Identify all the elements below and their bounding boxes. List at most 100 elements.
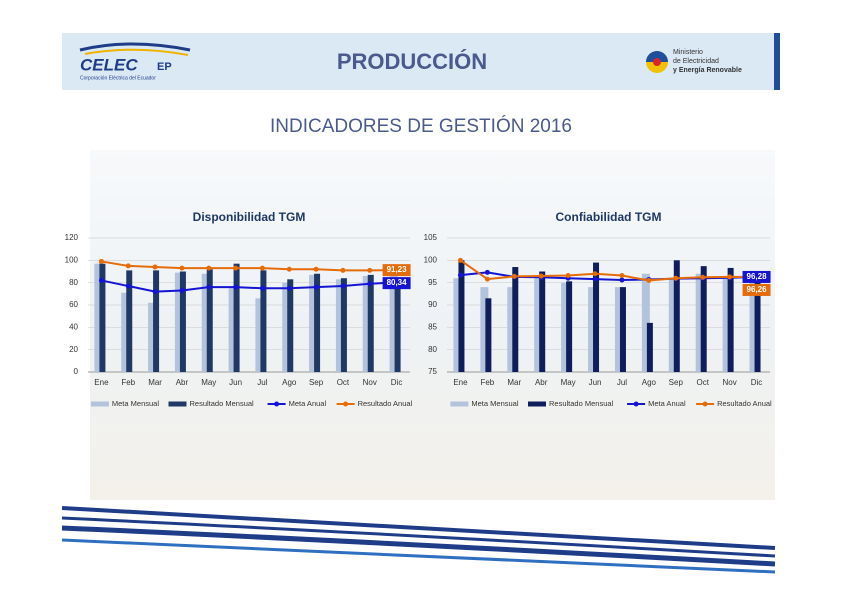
page-title: INDICADORES DE GESTIÓN 2016 (270, 115, 572, 137)
point (98, 277, 104, 283)
bar (255, 298, 264, 372)
value-label: 80,34 (387, 278, 408, 287)
point (125, 263, 131, 269)
chart: Disponibilidad TGM 0 20 40 60 80 100 120 Ene Feb M… (65, 210, 413, 408)
x-tick-label: Oct (696, 378, 709, 387)
bar (287, 279, 294, 372)
x-tick-label: May (201, 378, 216, 387)
header-accent (774, 33, 780, 90)
bar (727, 267, 734, 372)
point (233, 284, 239, 290)
legend-swatch (90, 401, 109, 407)
bar (458, 260, 465, 372)
x-tick-label: Ene (94, 378, 109, 387)
bar (206, 269, 213, 372)
point (646, 277, 652, 283)
bar (641, 273, 650, 372)
point (511, 273, 517, 279)
y-tick-label: 40 (69, 322, 78, 331)
bar (588, 287, 597, 372)
x-tick-label: Ene (453, 378, 468, 387)
bar (695, 273, 704, 372)
bar (561, 282, 570, 372)
brand: CELEC (80, 55, 138, 74)
legend-swatch (633, 401, 639, 407)
legend-swatch (343, 401, 349, 407)
point (98, 258, 104, 264)
footer-swoosh (61, 506, 776, 574)
bar (340, 278, 347, 372)
charts: Disponibilidad TGM 0 20 40 60 80 100 120 Ene Feb M… (65, 210, 772, 408)
point (259, 285, 265, 291)
ministry-line: de Electricidad (673, 58, 719, 65)
point (179, 287, 185, 293)
bar (539, 271, 546, 372)
brand-tagline: Corporación Eléctrica del Ecuador (80, 75, 156, 81)
y-tick-label: 120 (65, 233, 79, 242)
point (727, 274, 733, 280)
bar (367, 274, 374, 372)
bar (179, 271, 186, 372)
bar (94, 263, 103, 372)
y-tick-label: 100 (65, 255, 79, 264)
point (592, 276, 598, 282)
bar (566, 281, 573, 372)
y-tick-label: 85 (428, 322, 437, 331)
y-tick-label: 90 (428, 300, 437, 309)
y-tick-label: 80 (428, 345, 437, 354)
bar (754, 278, 761, 372)
brand-suffix: EP (157, 61, 172, 73)
point (340, 267, 346, 273)
point (206, 265, 212, 271)
bar (593, 262, 600, 372)
point (206, 284, 212, 290)
bar (233, 263, 240, 372)
bar (99, 263, 106, 372)
x-tick-label: Abr (535, 378, 548, 387)
legend-label: Resultado Mensual (549, 399, 614, 408)
bar (534, 278, 543, 372)
legend-swatch (450, 401, 469, 407)
bar (614, 287, 623, 372)
point (179, 265, 185, 271)
bar (362, 275, 371, 372)
value-label-box (382, 277, 411, 290)
value-label-box (742, 270, 771, 283)
legend-swatch (528, 401, 546, 407)
point (313, 284, 319, 290)
bar (507, 287, 516, 372)
x-tick-label: Dic (751, 378, 763, 387)
x-tick-label: May (561, 378, 576, 387)
x-tick-label: Mar (507, 378, 521, 387)
bar (673, 260, 680, 372)
bar (314, 273, 321, 372)
point (340, 283, 346, 289)
line (101, 260, 397, 272)
value-label-box (742, 283, 771, 296)
x-tick-label: Ago (282, 378, 297, 387)
bar (174, 272, 183, 372)
x-tick-label: Sep (669, 378, 684, 387)
legend-label: Meta Anual (289, 399, 327, 408)
value-label: 91,23 (387, 265, 408, 274)
x-tick-label: Jun (589, 378, 602, 387)
point (619, 277, 625, 283)
point (286, 266, 292, 272)
point (259, 265, 265, 271)
bar (228, 288, 237, 372)
x-tick-label: Sep (309, 378, 324, 387)
x-tick-label: Oct (337, 378, 350, 387)
x-tick-label: Jul (617, 378, 627, 387)
ministry-line: Ministerio (673, 49, 703, 56)
y-tick-label: 60 (69, 300, 78, 309)
logo-swoosh (79, 42, 191, 52)
bar (148, 302, 157, 372)
x-tick-label: Feb (480, 378, 494, 387)
point (484, 276, 490, 282)
x-tick-label: Mar (148, 378, 162, 387)
bar (260, 270, 267, 372)
legend-label: Meta Anual (648, 399, 686, 408)
y-tick-label: 80 (69, 278, 78, 287)
x-tick-label: Dic (391, 378, 403, 387)
